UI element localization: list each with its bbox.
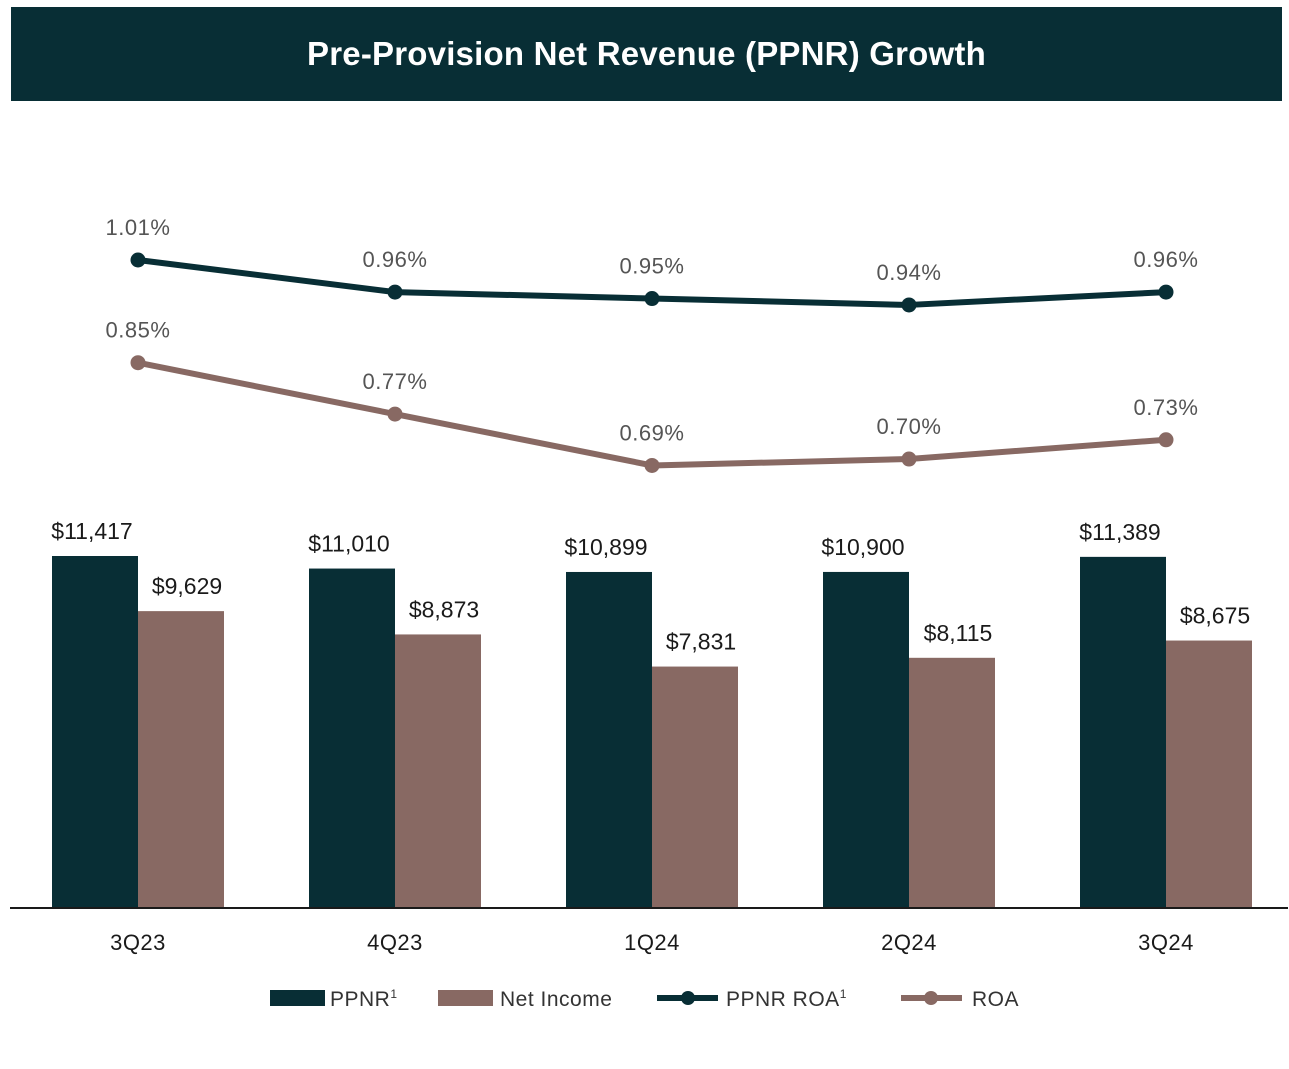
ppnr-roa-value-label: 0.95%	[620, 254, 685, 279]
roa-point	[387, 406, 403, 422]
ppnr-roa-point	[1158, 284, 1174, 300]
roa-point	[130, 355, 146, 371]
roa-point	[1158, 432, 1174, 448]
net-income-bar-2Q24	[909, 657, 995, 908]
ppnr-value-label: $11,010	[308, 531, 389, 557]
ppnr-roa-point	[130, 252, 146, 268]
roa-value-label: 0.70%	[877, 414, 942, 439]
roa-value-label: 0.73%	[1134, 395, 1199, 420]
legend-ppnr-roa-label: PPNR ROA1	[726, 987, 847, 1011]
ppnr-value-label: $11,417	[51, 518, 132, 544]
roa-value-label: 0.85%	[106, 318, 171, 343]
ppnr-roa-value-label: 0.96%	[1134, 247, 1199, 272]
roa-value-label: 0.69%	[620, 420, 685, 445]
x-axis-tick-label: 3Q24	[1138, 930, 1194, 955]
chart-title: Pre-Provision Net Revenue (PPNR) Growth	[307, 35, 986, 72]
roa-line	[137, 359, 1167, 469]
ppnr-value-label: $10,900	[821, 534, 904, 560]
x-axis-tick-label: 1Q24	[624, 930, 680, 955]
legend-net-income-swatch	[438, 990, 493, 1006]
legend-ppnr-swatch	[270, 990, 325, 1006]
ppnr-bar-3Q24	[1080, 556, 1166, 908]
ppnr-bar-3Q23	[52, 556, 138, 908]
net-income-bar-3Q23	[138, 611, 224, 908]
legend-net-income-label: Net Income	[500, 988, 612, 1011]
ppnr-bar-2Q24	[823, 571, 909, 908]
roa-point	[901, 451, 917, 467]
legend-ppnr-roa-marker	[681, 991, 695, 1005]
ppnr-bar-4Q23	[309, 568, 395, 908]
x-axis-tick-label: 4Q23	[367, 930, 423, 955]
ppnr-roa-value-label: 0.96%	[363, 247, 428, 272]
ppnr-roa-point	[644, 291, 660, 307]
ppnr-value-label: $10,899	[564, 534, 647, 560]
ppnr-bar-1Q24	[566, 571, 652, 908]
ppnr-roa-value-label: 0.94%	[877, 260, 942, 285]
roa-point	[644, 457, 660, 473]
net-income-bar-1Q24	[652, 666, 738, 908]
net-income-value-label: $8,873	[409, 596, 479, 622]
x-axis-tick-label: 2Q24	[881, 930, 937, 955]
ppnr-roa-point	[387, 284, 403, 300]
legend-roa-label: ROA	[972, 988, 1019, 1011]
net-income-bar-4Q23	[395, 634, 481, 908]
legend-roa-marker	[924, 991, 938, 1005]
legend-ppnr-label: PPNR1	[330, 987, 398, 1011]
roa-value-label: 0.77%	[363, 369, 428, 394]
net-income-value-label: $8,115	[924, 620, 993, 646]
net-income-value-label: $7,831	[666, 629, 736, 655]
chart-header: Pre-Provision Net Revenue (PPNR) Growth	[11, 7, 1282, 101]
ppnr-roa-point	[901, 297, 917, 313]
ppnr-roa-value-label: 1.01%	[106, 215, 171, 240]
x-axis-tick-label: 3Q23	[110, 930, 166, 955]
ppnr-value-label: $11,389	[1079, 519, 1160, 545]
net-income-value-label: $9,629	[152, 573, 222, 599]
net-income-value-label: $8,675	[1180, 603, 1250, 629]
net-income-bar-3Q24	[1166, 640, 1252, 908]
